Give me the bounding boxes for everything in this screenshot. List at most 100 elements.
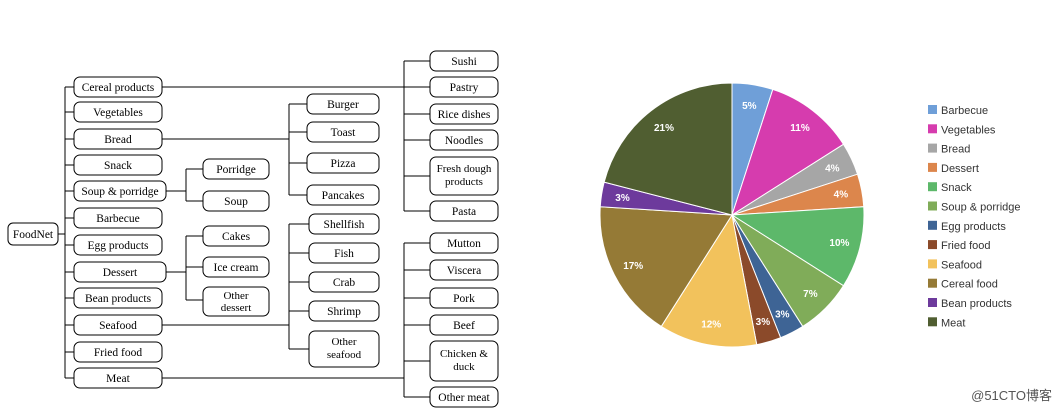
pie-label-seafood: 12% <box>701 319 721 330</box>
legend-swatch-soup-and-porridge <box>928 201 937 211</box>
node-label: Cereal products <box>82 82 155 94</box>
node-fish: Fish <box>308 242 380 264</box>
node-label: Meat <box>106 373 130 385</box>
pie-chart <box>599 82 865 348</box>
legend-label-bread: Bread <box>941 144 970 156</box>
legend-swatch-egg-products <box>928 220 937 230</box>
node-egg-products: Egg products <box>73 234 163 256</box>
dessert-children: Cakes Ice cream Other dessert <box>202 225 270 317</box>
pie-label-bean-products: 3% <box>615 193 630 204</box>
pie-label-barbecue: 5% <box>742 101 757 112</box>
node-label: Barbecue <box>96 213 139 225</box>
node-porridge: Porridge <box>202 158 270 180</box>
pie-slice-seafood <box>660 213 758 348</box>
legend-label-snack: Snack <box>941 182 972 194</box>
node-rice-dishes: Rice dishes <box>429 103 499 125</box>
node-pancakes: Pancakes <box>306 184 380 206</box>
cereal-children: Sushi Pastry Rice dishes Noodles Fresh d… <box>429 50 499 222</box>
node-label: Soup <box>224 196 248 208</box>
node-label: Snack <box>104 160 132 172</box>
pie-slice-snack <box>730 206 865 287</box>
node-viscera: Viscera <box>429 259 499 281</box>
node-label: Shellfish <box>324 219 365 231</box>
node-cereal-products: Cereal products <box>73 76 163 98</box>
legend-label-seafood: Seafood <box>941 259 982 271</box>
legend-swatch-snack <box>928 182 937 192</box>
watermark-text: @51CTO博客 <box>971 388 1052 403</box>
node-burger: Burger <box>306 93 380 115</box>
node-pizza: Pizza <box>306 152 380 174</box>
pie-slice-cereal-food <box>599 206 733 328</box>
node-cakes: Cakes <box>202 225 270 247</box>
node-label: Pasta <box>452 206 476 218</box>
node-pork: Pork <box>429 287 499 309</box>
node-snack: Snack <box>73 154 163 176</box>
node-pastry: Pastry <box>429 76 499 98</box>
legend-label-cereal-food: Cereal food <box>941 279 998 291</box>
bread-children: Burger Toast Pizza Pancakes <box>306 93 380 206</box>
legend-label-barbecue: Barbecue <box>941 105 988 117</box>
node-label: Toast <box>331 127 357 139</box>
pie-label-fried-food: 3% <box>756 317 771 328</box>
node-meat: Meat <box>73 367 163 389</box>
node-label: Ice cream <box>213 262 258 274</box>
node-sushi: Sushi <box>429 50 499 72</box>
legend-swatch-fried-food <box>928 240 937 250</box>
legend-swatch-seafood <box>928 259 937 269</box>
category-nodes: Cereal products Vegetables Bread Snack S… <box>73 76 167 389</box>
node-label: Shrimp <box>327 306 361 318</box>
node-other-dessert: Other dessert <box>202 286 270 317</box>
node-label: Cakes <box>222 231 251 243</box>
seafood-children: Shellfish Fish Crab Shrimp Other seafood <box>308 213 380 368</box>
pie-slice-meat <box>603 82 733 216</box>
node-shellfish: Shellfish <box>308 213 380 235</box>
node-label: Noodles <box>445 135 484 147</box>
pie-label-bread: 4% <box>825 163 840 174</box>
node-label: Fried food <box>94 347 142 359</box>
node-ice-cream: Ice cream <box>202 256 270 278</box>
legend-label-egg-products: Egg products <box>941 221 1006 233</box>
legend-label-meat: Meat <box>941 317 965 329</box>
legend-label-fried-food: Fried food <box>941 240 991 252</box>
pie-label-soup-and-porridge: 7% <box>803 289 818 300</box>
node-mutton: Mutton <box>429 232 499 254</box>
pie-label-dessert: 4% <box>834 190 849 201</box>
legend-label-vegetables: Vegetables <box>941 124 996 136</box>
node-crab: Crab <box>308 271 380 293</box>
tree-connectors <box>58 60 430 398</box>
legend-swatch-cereal-food <box>928 278 937 288</box>
pie-slice-vegetables <box>731 88 845 217</box>
node-root-label: FoodNet <box>13 229 54 241</box>
legend-label-bean-products: Bean products <box>941 298 1012 310</box>
pie-label-snack: 10% <box>829 238 849 249</box>
legend-swatch-dessert <box>928 162 937 172</box>
node-label: Other seafood <box>326 336 362 361</box>
pie-label-cereal-food: 17% <box>623 261 643 272</box>
node-bean-products: Bean products <box>73 287 163 309</box>
legend-swatch-barbecue <box>928 105 937 114</box>
node-other-meat: Other meat <box>429 386 499 408</box>
node-label: Rice dishes <box>438 109 491 121</box>
node-fresh-dough-products: Fresh dough products <box>429 156 499 196</box>
node-beef: Beef <box>429 314 499 336</box>
node-label: Pancakes <box>322 190 365 202</box>
legend-swatch-bean-products <box>928 298 937 307</box>
node-label: Pizza <box>331 158 356 170</box>
node-label: Fish <box>334 248 354 260</box>
node-label: Pork <box>453 293 475 305</box>
meat-children: Mutton Viscera Pork Beef Chicken & duck <box>429 232 499 408</box>
node-fried-food: Fried food <box>73 341 163 363</box>
node-other-seafood: Other seafood <box>308 330 380 368</box>
node-label: Porridge <box>216 164 256 176</box>
node-soup: Soup <box>202 190 270 212</box>
soup-children: Porridge Soup <box>202 158 270 212</box>
node-toast: Toast <box>306 121 380 143</box>
node-label: Bread <box>104 134 132 146</box>
legend-swatch-vegetables <box>928 124 937 134</box>
node-label: Fresh dough products <box>436 163 492 188</box>
node-barbecue: Barbecue <box>73 207 163 229</box>
legend-swatch-bread <box>928 143 937 153</box>
node-label: Viscera <box>447 265 481 277</box>
node-chicken-duck: Chicken & duck <box>429 340 499 382</box>
